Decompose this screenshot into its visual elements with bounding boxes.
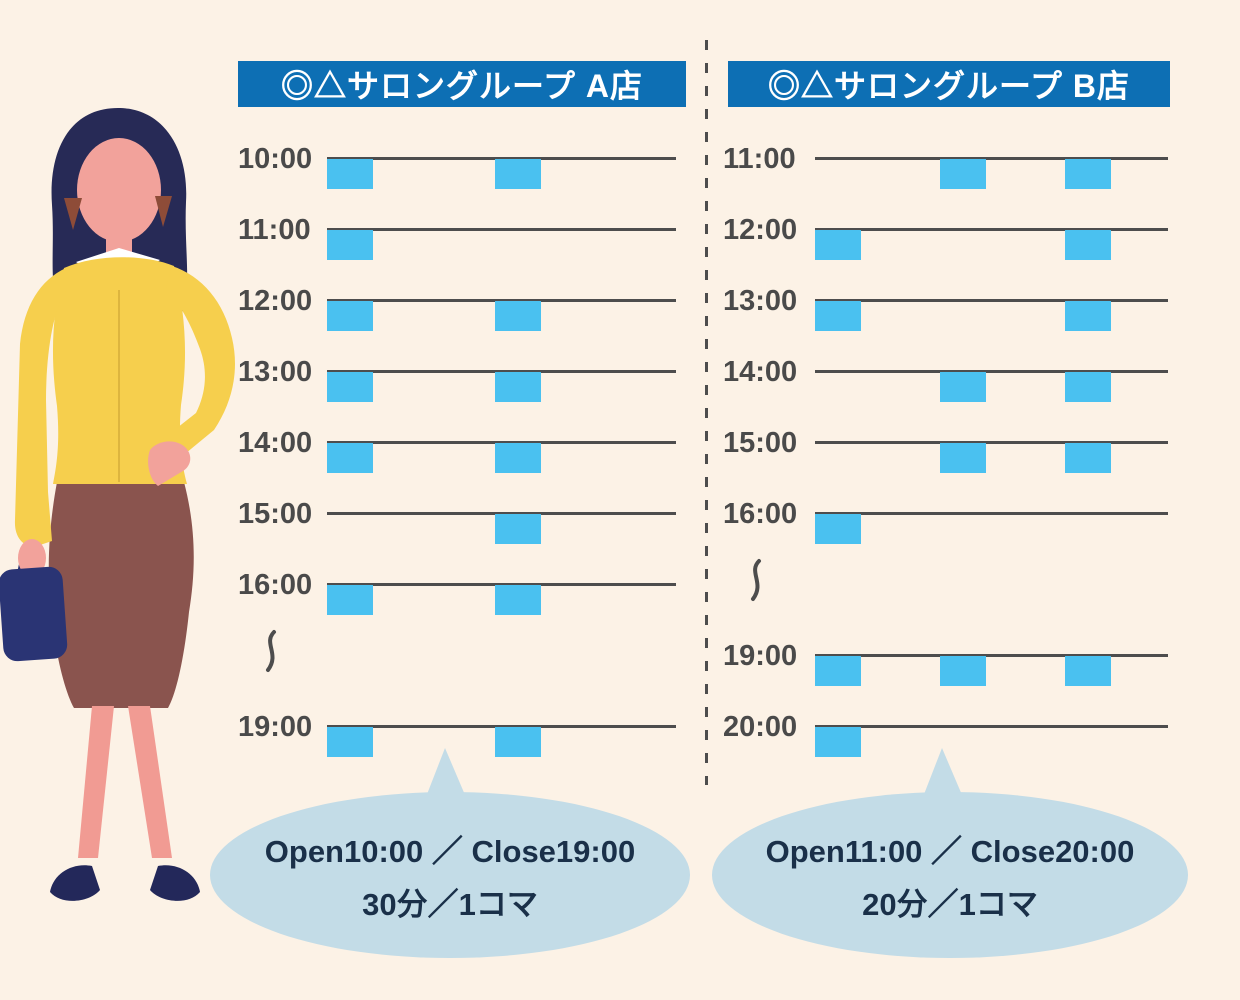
timeline <box>327 228 676 231</box>
store-b-header: ◎△サロングループ B店 <box>728 61 1170 107</box>
slot-block <box>1065 159 1111 189</box>
time-label: 16:00 <box>238 569 313 601</box>
timeline <box>327 725 676 728</box>
hand-on-hip <box>148 441 191 486</box>
face <box>77 138 161 242</box>
store-a-bubble: Open10:00 ／ Close19:00 30分／1コマ <box>210 748 690 958</box>
timeline <box>815 441 1168 444</box>
timeline <box>327 583 676 586</box>
time-label: 11:00 <box>238 214 311 246</box>
store-b-open-close: Open11:00 ／ Close20:00 <box>765 834 1135 869</box>
slot-block <box>815 230 861 260</box>
time-label: 19:00 <box>723 640 798 672</box>
slot-block <box>940 159 986 189</box>
timeline <box>815 370 1168 373</box>
leg-right <box>128 706 172 858</box>
schedule-gap-wave <box>260 628 282 679</box>
timeline <box>815 157 1168 160</box>
timeline <box>327 157 676 160</box>
time-label: 13:00 <box>723 285 798 317</box>
store-b-title: ◎△サロングループ B店 <box>767 68 1131 104</box>
slot-block <box>495 443 541 473</box>
slot-block <box>1065 372 1111 402</box>
handbag <box>0 566 68 662</box>
timeline <box>815 654 1168 657</box>
earring-left <box>64 198 82 230</box>
shoe-left <box>50 865 100 901</box>
jacket-left-sleeve <box>14 268 67 547</box>
slot-block <box>327 372 373 402</box>
schedule-gap-wave <box>745 557 767 608</box>
slot-block <box>495 301 541 331</box>
slot-block <box>1065 443 1111 473</box>
store-b-bubble: Open11:00 ／ Close20:00 20分／1コマ <box>712 748 1188 958</box>
slot-block <box>940 656 986 686</box>
slot-block <box>815 727 861 757</box>
slot-block <box>940 372 986 402</box>
slot-block <box>495 514 541 544</box>
slot-block <box>1065 230 1111 260</box>
slot-block <box>327 301 373 331</box>
slot-block <box>940 443 986 473</box>
slot-block <box>495 585 541 615</box>
store-a-title: ◎△サロングループ A店 <box>280 68 644 104</box>
slot-block <box>495 372 541 402</box>
skirt <box>48 473 194 708</box>
shoe-right <box>150 865 200 901</box>
store-a-header: ◎△サロングループ A店 <box>238 61 686 107</box>
slot-block <box>495 727 541 757</box>
timeline <box>327 299 676 302</box>
timeline <box>815 512 1168 515</box>
store-a-slot-length: 30分／1コマ <box>362 887 538 922</box>
time-label: 12:00 <box>723 214 798 246</box>
timeline <box>815 299 1168 302</box>
slot-block <box>327 159 373 189</box>
slot-block <box>327 727 373 757</box>
earring-right <box>155 196 172 227</box>
businesswoman-illustration <box>0 108 235 901</box>
time-label: 11:00 <box>723 143 796 175</box>
timeline <box>327 441 676 444</box>
time-label: 15:00 <box>238 498 313 530</box>
slot-block <box>815 301 861 331</box>
column-divider <box>705 40 708 785</box>
slot-block <box>815 656 861 686</box>
timeline <box>327 512 676 515</box>
time-label: 13:00 <box>238 356 313 388</box>
store-b-bubble-tail <box>921 748 965 802</box>
slot-block <box>815 514 861 544</box>
leg-left <box>78 706 114 858</box>
timeline <box>815 725 1168 728</box>
slot-block <box>495 159 541 189</box>
time-label: 20:00 <box>723 711 798 743</box>
store-a-open-close: Open10:00 ／ Close19:00 <box>264 834 636 869</box>
slot-block <box>1065 301 1111 331</box>
timeline <box>815 228 1168 231</box>
slot-block <box>1065 656 1111 686</box>
time-label: 19:00 <box>238 711 313 743</box>
time-label: 12:00 <box>238 285 313 317</box>
time-label: 10:00 <box>238 143 313 175</box>
time-label: 15:00 <box>723 427 798 459</box>
slot-block <box>327 585 373 615</box>
store-b-slot-length: 20分／1コマ <box>862 887 1038 922</box>
time-label: 14:00 <box>238 427 313 459</box>
time-label: 16:00 <box>723 498 798 530</box>
time-label: 14:00 <box>723 356 798 388</box>
slot-block <box>327 443 373 473</box>
timeline <box>327 370 676 373</box>
slot-block <box>327 230 373 260</box>
store-a-bubble-tail <box>424 748 468 802</box>
jacket-right-sleeve <box>149 266 235 472</box>
